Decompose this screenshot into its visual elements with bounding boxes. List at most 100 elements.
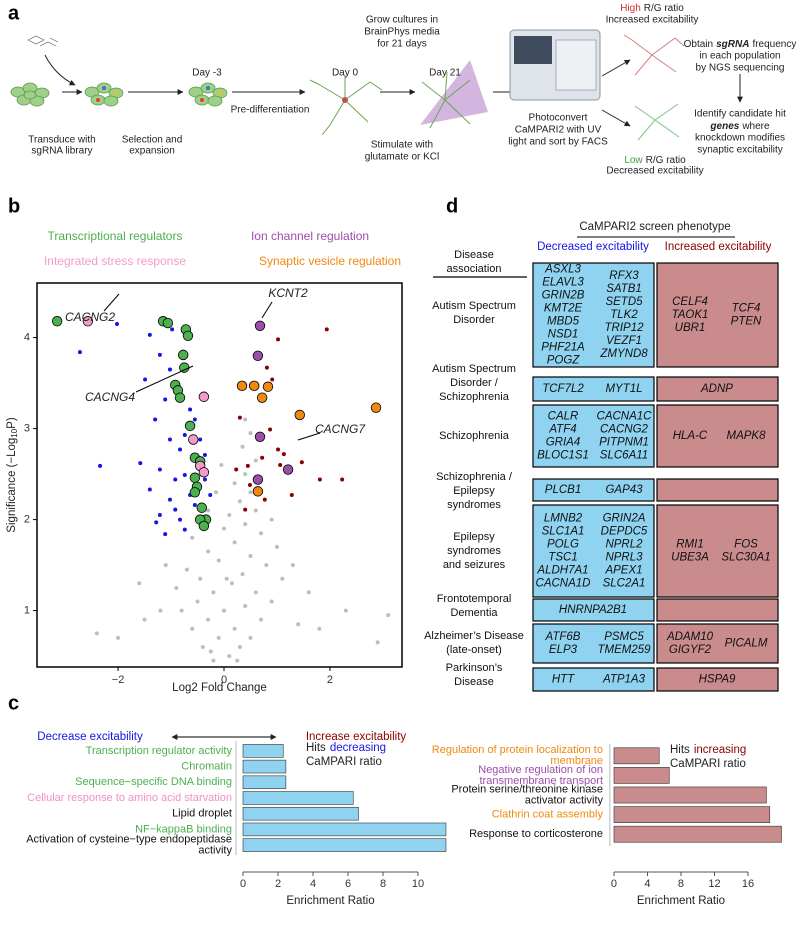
gene: VEZF1 <box>606 335 642 347</box>
highlighted-gene <box>252 486 264 497</box>
legend-text: Hits increasing <box>670 744 746 756</box>
category-label: Negative regulation of ion <box>478 764 603 776</box>
gene-point <box>173 477 178 482</box>
legend-part: Hits <box>306 742 326 754</box>
bar <box>242 775 287 790</box>
disease-label: Schizophrenia / <box>436 471 513 483</box>
gene-point <box>296 622 301 627</box>
gene-point <box>290 563 295 568</box>
gene: POLG <box>547 539 579 551</box>
disease-label: Schizophrenia <box>439 391 510 403</box>
gene-point <box>198 576 203 581</box>
gene-point <box>192 503 197 508</box>
gene-point <box>142 617 147 622</box>
bar <box>613 767 670 784</box>
step-text: Stimulate with <box>371 140 433 151</box>
gene-point <box>202 452 207 457</box>
gene-point <box>163 563 168 568</box>
decreased-cell <box>532 598 655 622</box>
gene-point <box>234 467 239 472</box>
category-label: Protein serine/threonine kinase <box>451 783 603 795</box>
x-tick-label: 8 <box>678 878 684 890</box>
disease-label: Alzheimer’s Disease <box>424 630 524 642</box>
bar <box>613 806 771 823</box>
annotation: KCNT2 <box>268 286 308 300</box>
gene-point <box>253 508 258 513</box>
gene: ZMYND8 <box>599 348 648 360</box>
gene-point <box>77 350 82 355</box>
gene-point <box>143 377 148 382</box>
increased-cell <box>656 667 779 692</box>
disease-label: Frontotemporal <box>437 593 512 605</box>
gene-point <box>237 499 242 504</box>
category-label: Lipid droplet <box>172 808 232 820</box>
ratio-level: Low <box>624 155 643 166</box>
gene-point <box>147 332 152 337</box>
gene: FOS <box>734 539 758 551</box>
gene-point <box>179 608 184 613</box>
step-text: by NGS sequencing <box>696 63 785 74</box>
bar <box>613 786 767 804</box>
gene: PSMC5 <box>604 631 644 643</box>
x-tick-label: 12 <box>708 878 720 890</box>
bar <box>242 744 284 758</box>
gene: PTEN <box>731 316 762 328</box>
legend-text: Hits decreasing <box>306 742 386 754</box>
gene-point <box>208 493 213 498</box>
disease-label: syndromes <box>447 499 501 511</box>
highlighted-gene <box>162 317 174 329</box>
increased-cell <box>656 376 779 402</box>
increased-cell <box>656 404 779 468</box>
gene-point <box>188 407 193 412</box>
panel-label: b <box>8 195 20 217</box>
gene: HTT <box>552 674 575 686</box>
gene: MAPK8 <box>727 430 767 442</box>
gene-point <box>178 517 183 522</box>
decreased-cell <box>532 478 655 502</box>
gene-point <box>386 613 391 618</box>
y-tick-label: 2 <box>24 513 30 525</box>
gene-point <box>182 527 187 532</box>
gene-point <box>167 367 172 372</box>
gene-point <box>222 608 227 613</box>
gene-point <box>248 431 253 436</box>
gene-point <box>245 463 250 468</box>
gene-point <box>163 532 168 537</box>
gene: TRIP12 <box>605 322 645 334</box>
gene: ELAVL3 <box>542 277 584 289</box>
gene-point <box>182 473 187 477</box>
gene: ASXL3 <box>544 264 581 276</box>
highlighted-gene <box>236 380 248 392</box>
gene-point <box>94 631 99 636</box>
gene-point <box>167 497 172 502</box>
x-axis-label: Enrichment Ratio <box>286 895 374 907</box>
bar <box>242 822 447 837</box>
gene-point <box>184 567 189 572</box>
gene-point <box>154 520 159 525</box>
gene: CACNG2 <box>600 424 649 436</box>
gene: SLC1A1 <box>542 526 585 538</box>
gene: PLCB1 <box>545 484 581 496</box>
gene-point <box>198 437 203 442</box>
gene: CACNA1D <box>536 578 591 590</box>
y-tick-label: 3 <box>24 422 30 434</box>
outcome: Increased excitability <box>606 15 699 26</box>
gene-point <box>157 513 162 518</box>
gene-point <box>137 581 142 586</box>
gene: UBR1 <box>675 322 706 334</box>
step-text: knockdown modifies <box>695 133 785 144</box>
gene-point <box>243 507 248 512</box>
gene-point <box>173 507 178 512</box>
step-text: Identify candidate hit <box>694 109 786 120</box>
disease-label: Epilepsy <box>453 531 495 543</box>
direction-label: Increase excitability <box>306 731 407 743</box>
highlighted-gene <box>184 420 196 432</box>
x-tick-label: 10 <box>412 878 424 890</box>
disease-label: Disorder / <box>450 377 499 389</box>
gene: APEX1 <box>604 565 642 577</box>
highlighted-gene <box>254 320 266 331</box>
highlighted-gene <box>198 391 210 402</box>
gene-point <box>157 352 162 357</box>
highlighted-gene <box>248 380 260 392</box>
highlighted-gene <box>252 350 264 361</box>
